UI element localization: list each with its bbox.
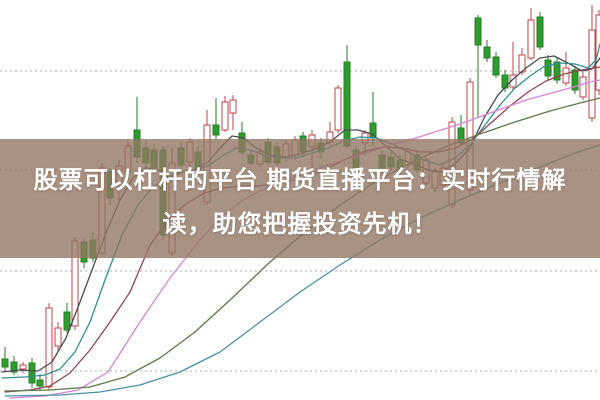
banner-text-line2: 读，助您把握投资先机！: [162, 211, 438, 238]
banner-text-line1: 股票可以杠杆的平台 期货直播平台：实时行情解: [33, 167, 567, 194]
promo-banner: 股票可以杠杆的平台 期货直播平台：实时行情解 读，助您把握投资先机！: [0, 139, 600, 258]
